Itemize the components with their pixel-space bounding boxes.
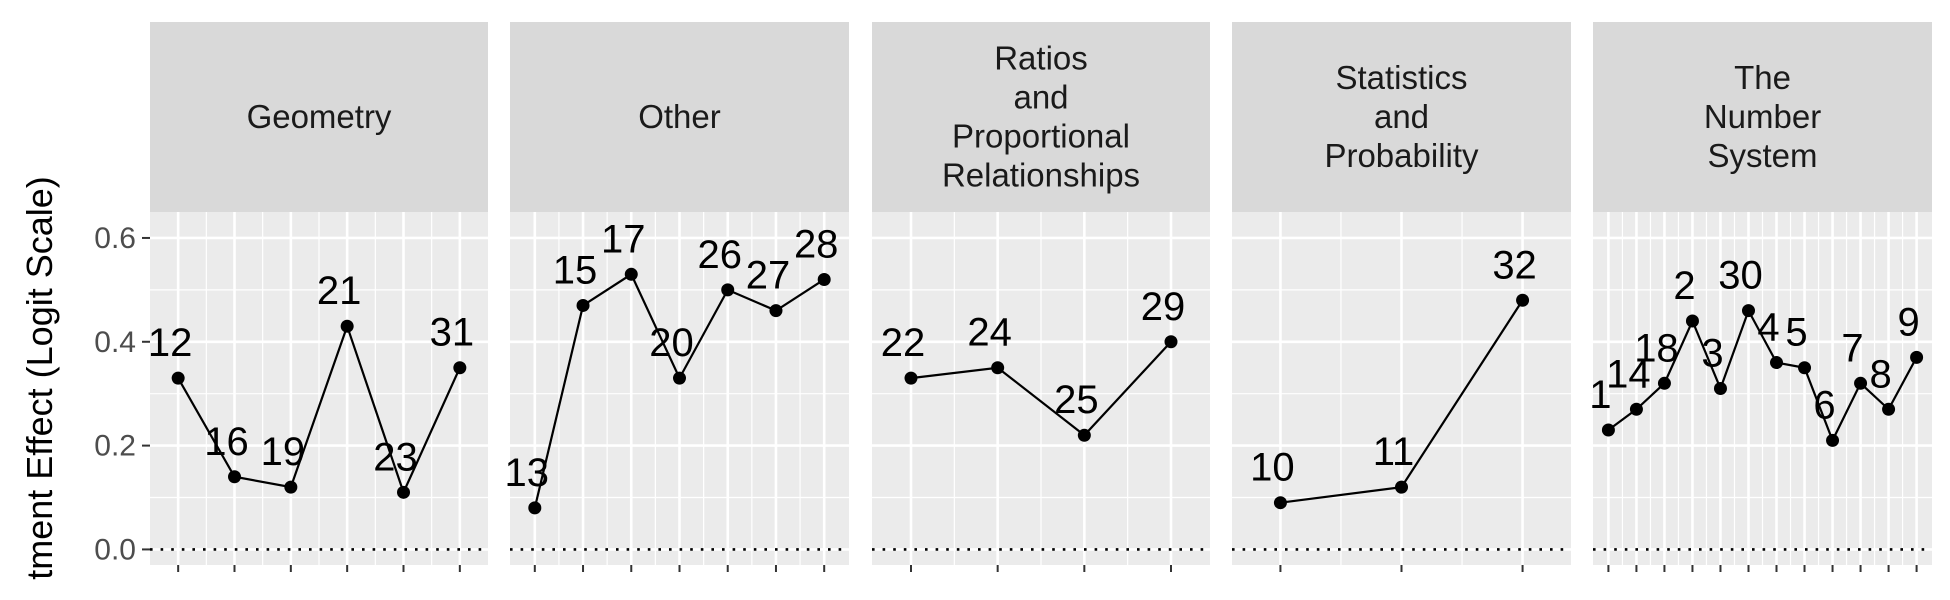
- data-point: [1798, 361, 1812, 375]
- data-point: [1164, 335, 1178, 349]
- facet-title: The: [1734, 59, 1791, 96]
- facet-title: and: [1013, 79, 1068, 116]
- data-point: [1601, 423, 1615, 437]
- data-label: 29: [1141, 285, 1186, 329]
- data-point: [1910, 350, 1924, 364]
- data-label: 12: [148, 321, 193, 365]
- facet-panel: Geometry 12 16 19 21 23 31: [148, 22, 488, 572]
- data-label: 8: [1869, 352, 1891, 396]
- facet-title: Number: [1704, 98, 1821, 135]
- facet-title: Geometry: [247, 98, 392, 135]
- data-label: 7: [1841, 326, 1863, 370]
- y-tick-label: 0.0: [94, 533, 136, 566]
- data-point: [1770, 356, 1784, 370]
- data-point: [904, 371, 918, 385]
- data-point: [453, 361, 467, 375]
- data-label: 10: [1250, 446, 1295, 490]
- data-label: 27: [746, 254, 791, 298]
- data-point: [1657, 376, 1671, 390]
- data-label: 26: [697, 233, 742, 277]
- facet-title: Other: [638, 98, 721, 135]
- data-label: 4: [1757, 306, 1779, 350]
- data-point: [1713, 382, 1727, 395]
- data-label: 9: [1897, 300, 1919, 344]
- y-axis: 0.0 0.2 0.4 0.6: [94, 222, 150, 566]
- data-point: [1685, 314, 1699, 328]
- data-label: 21: [317, 269, 362, 313]
- facet-strip: [1593, 22, 1932, 212]
- data-point: [171, 371, 185, 385]
- data-point: [817, 272, 831, 286]
- facet-title: Relationships: [942, 157, 1140, 194]
- facet-strip: [150, 22, 488, 212]
- data-point: [991, 361, 1005, 375]
- data-point: [228, 470, 241, 484]
- facet-title: System: [1707, 137, 1817, 174]
- data-label: 6: [1813, 383, 1835, 427]
- facet-title: and: [1374, 98, 1429, 135]
- data-point: [1516, 293, 1530, 307]
- data-point: [1629, 402, 1643, 416]
- facet-title: Proportional: [952, 118, 1130, 155]
- data-label: 28: [794, 222, 839, 266]
- data-point: [1273, 496, 1287, 510]
- data-label: 23: [373, 435, 418, 479]
- y-tick-label: 0.4: [94, 326, 136, 359]
- data-label: 17: [601, 217, 646, 261]
- data-label: 30: [1718, 254, 1763, 298]
- data-point: [769, 304, 783, 318]
- data-label: 14: [1606, 352, 1651, 396]
- facet-title: Ratios: [994, 40, 1088, 77]
- data-point: [1826, 433, 1840, 447]
- data-point: [1077, 428, 1091, 442]
- data-label: 1: [1589, 373, 1611, 417]
- data-label: 16: [204, 420, 249, 464]
- data-label: 22: [881, 321, 926, 365]
- y-tick-label: 0.6: [94, 222, 136, 255]
- data-label: 15: [553, 248, 598, 292]
- data-point: [340, 319, 354, 333]
- data-label: 31: [430, 311, 475, 355]
- facet-strip: [1232, 22, 1571, 212]
- data-label: 20: [649, 321, 694, 365]
- data-point: [721, 283, 735, 297]
- data-point: [624, 267, 638, 281]
- data-label: 18: [1634, 326, 1679, 370]
- y-axis-title: tment Effect (Logit Scale): [19, 176, 60, 580]
- data-label: 25: [1054, 378, 1099, 422]
- data-label: 2: [1673, 264, 1695, 308]
- data-label: 3: [1701, 332, 1723, 376]
- facet-title: Probability: [1324, 137, 1479, 174]
- data-label: 19: [261, 430, 306, 474]
- y-tick-label: 0.2: [94, 430, 136, 463]
- data-point: [528, 501, 542, 515]
- data-point: [284, 480, 298, 494]
- data-point: [1882, 402, 1896, 416]
- data-point: [1741, 304, 1755, 318]
- facet-strip: [872, 22, 1210, 212]
- facet-title: Statistics: [1335, 59, 1467, 96]
- data-label: 24: [967, 311, 1012, 355]
- series-line: [910, 341, 1172, 437]
- data-label: 11: [1373, 430, 1415, 474]
- series-line: [177, 322, 461, 496]
- data-label: 32: [1492, 243, 1537, 287]
- data-point: [1395, 480, 1408, 494]
- data-label: 5: [1785, 311, 1807, 355]
- data-label: 13: [505, 451, 550, 495]
- data-point: [576, 298, 590, 312]
- data-point: [397, 485, 410, 499]
- facet-strip: [510, 22, 849, 212]
- data-point: [1854, 376, 1868, 390]
- data-point: [673, 371, 686, 385]
